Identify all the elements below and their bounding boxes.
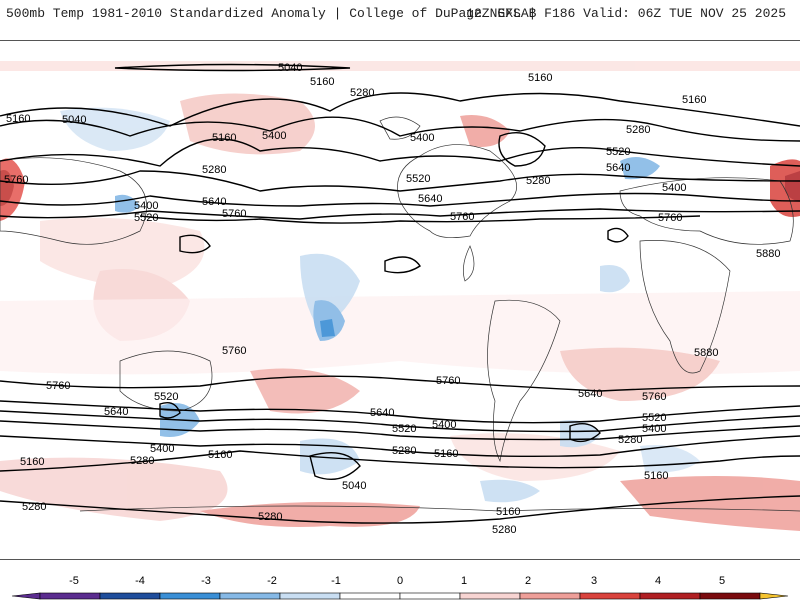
tick-label: -3 [201,575,211,587]
contour-label: 5160 [310,76,334,88]
contour-label: 5160 [644,470,668,482]
colorbar-swatch [639,592,701,600]
coastlines [0,116,800,512]
tick-label: 0 [397,575,403,587]
contour-label: 5400 [134,200,158,212]
contour-label: 5520 [406,173,430,185]
tick-label: -4 [135,575,145,587]
contour-label: 5400 [432,419,456,431]
contour-label: 5280 [130,455,154,467]
colorbar-max-arrow [759,592,789,600]
contour-label: 5520 [642,412,666,424]
contour-label: 5280 [526,175,550,187]
tick-label: -1 [331,575,341,587]
colorbar-ticks: -5 -4 -3 -2 -1 0 1 2 3 4 5 [69,575,725,587]
contour-label: 5040 [278,62,302,74]
contour-label: 5280 [626,124,650,136]
contour-label: 5160 [212,132,236,144]
contour-label: 5400 [662,182,686,194]
contour-label: 5160 [496,506,520,518]
contour-label: 5640 [418,193,442,205]
contour-label: 5880 [756,248,780,260]
height-contours [0,63,800,524]
contour-label: 5640 [104,406,128,418]
colorbar-swatch [519,592,581,600]
contour-label: 5280 [492,524,516,536]
contour-label: 5640 [370,407,394,419]
tick-label: -5 [69,575,79,587]
anomaly-shading [0,61,800,531]
colorbar-swatch [399,592,461,600]
tick-label: 3 [591,575,597,587]
contour-label: 5160 [6,113,30,125]
contour-label: 5520 [154,391,178,403]
colorbar-swatch [219,592,281,600]
contour-label: 5400 [410,132,434,144]
colorbar-swatch [159,592,221,600]
contour-label: 5520 [134,212,158,224]
colorbar-swatch [339,592,401,600]
contour-label: 5400 [150,443,174,455]
contour-label: 5760 [222,208,246,220]
contour-label: 5280 [350,87,374,99]
colorbar-min-arrow [11,592,41,600]
colorbar-swatch [459,592,521,600]
contour-label: 5760 [4,174,28,186]
contour-labels: 5040 5160 5160 5280 5160 5040 5160 5400 … [4,62,780,536]
contour-label: 5160 [20,456,44,468]
contour-label: 5760 [46,380,70,392]
contour-label: 5280 [258,511,282,523]
colorbar-swatch [99,592,161,600]
contour-label: 5280 [618,434,642,446]
contour-label: 5880 [694,347,718,359]
colorbar-swatch [699,592,761,600]
tick-label: 5 [719,575,725,587]
anomaly-map: 5040 5160 5160 5280 5160 5040 5160 5400 … [0,61,800,536]
contour-label: 5040 [342,480,366,492]
contour-label: 5400 [642,423,666,435]
colorbar-swatch [579,592,641,600]
contour-label: 5160 [208,449,232,461]
map-header: 500mb Temp 1981-2010 Standardized Anomal… [0,0,800,30]
contour-label: 5760 [436,375,460,387]
colorbar-swatch [39,592,101,600]
contour-label: 5760 [450,211,474,223]
contour-label: 5520 [606,146,630,158]
colorbar-swatches [11,592,789,600]
contour-label: 5640 [606,162,630,174]
contour-label: 5160 [528,72,552,84]
contour-label: 5520 [392,423,416,435]
contour-label: 5760 [222,345,246,357]
colorbar-swatch [279,592,341,600]
contour-label: 5280 [22,501,46,513]
contour-label: 5280 [202,164,226,176]
contour-label: 5160 [682,94,706,106]
contour-label: 5760 [642,391,666,403]
tick-label: 4 [655,575,661,587]
colorbar: -5 -4 -3 -2 -1 0 1 2 3 4 5 [0,560,800,600]
map-title: 500mb Temp 1981-2010 Standardized Anomal… [6,6,537,21]
run-info: 12Z GFS | F186 Valid: 06Z TUE NOV 25 202… [466,6,786,21]
contour-label: 5280 [392,445,416,457]
contour-label: 5160 [434,448,458,460]
tick-label: -2 [267,575,277,587]
contour-label: 5400 [262,130,286,142]
map-panel: 5040 5160 5160 5280 5160 5040 5160 5400 … [0,40,800,560]
contour-label: 5760 [658,212,682,224]
contour-label: 5640 [578,388,602,400]
tick-label: 1 [461,575,467,587]
colorbar-svg: -5 -4 -3 -2 -1 0 1 2 3 4 5 [11,575,789,600]
contour-label: 5640 [202,196,226,208]
contour-label: 5040 [62,114,86,126]
tick-label: 2 [525,575,531,587]
